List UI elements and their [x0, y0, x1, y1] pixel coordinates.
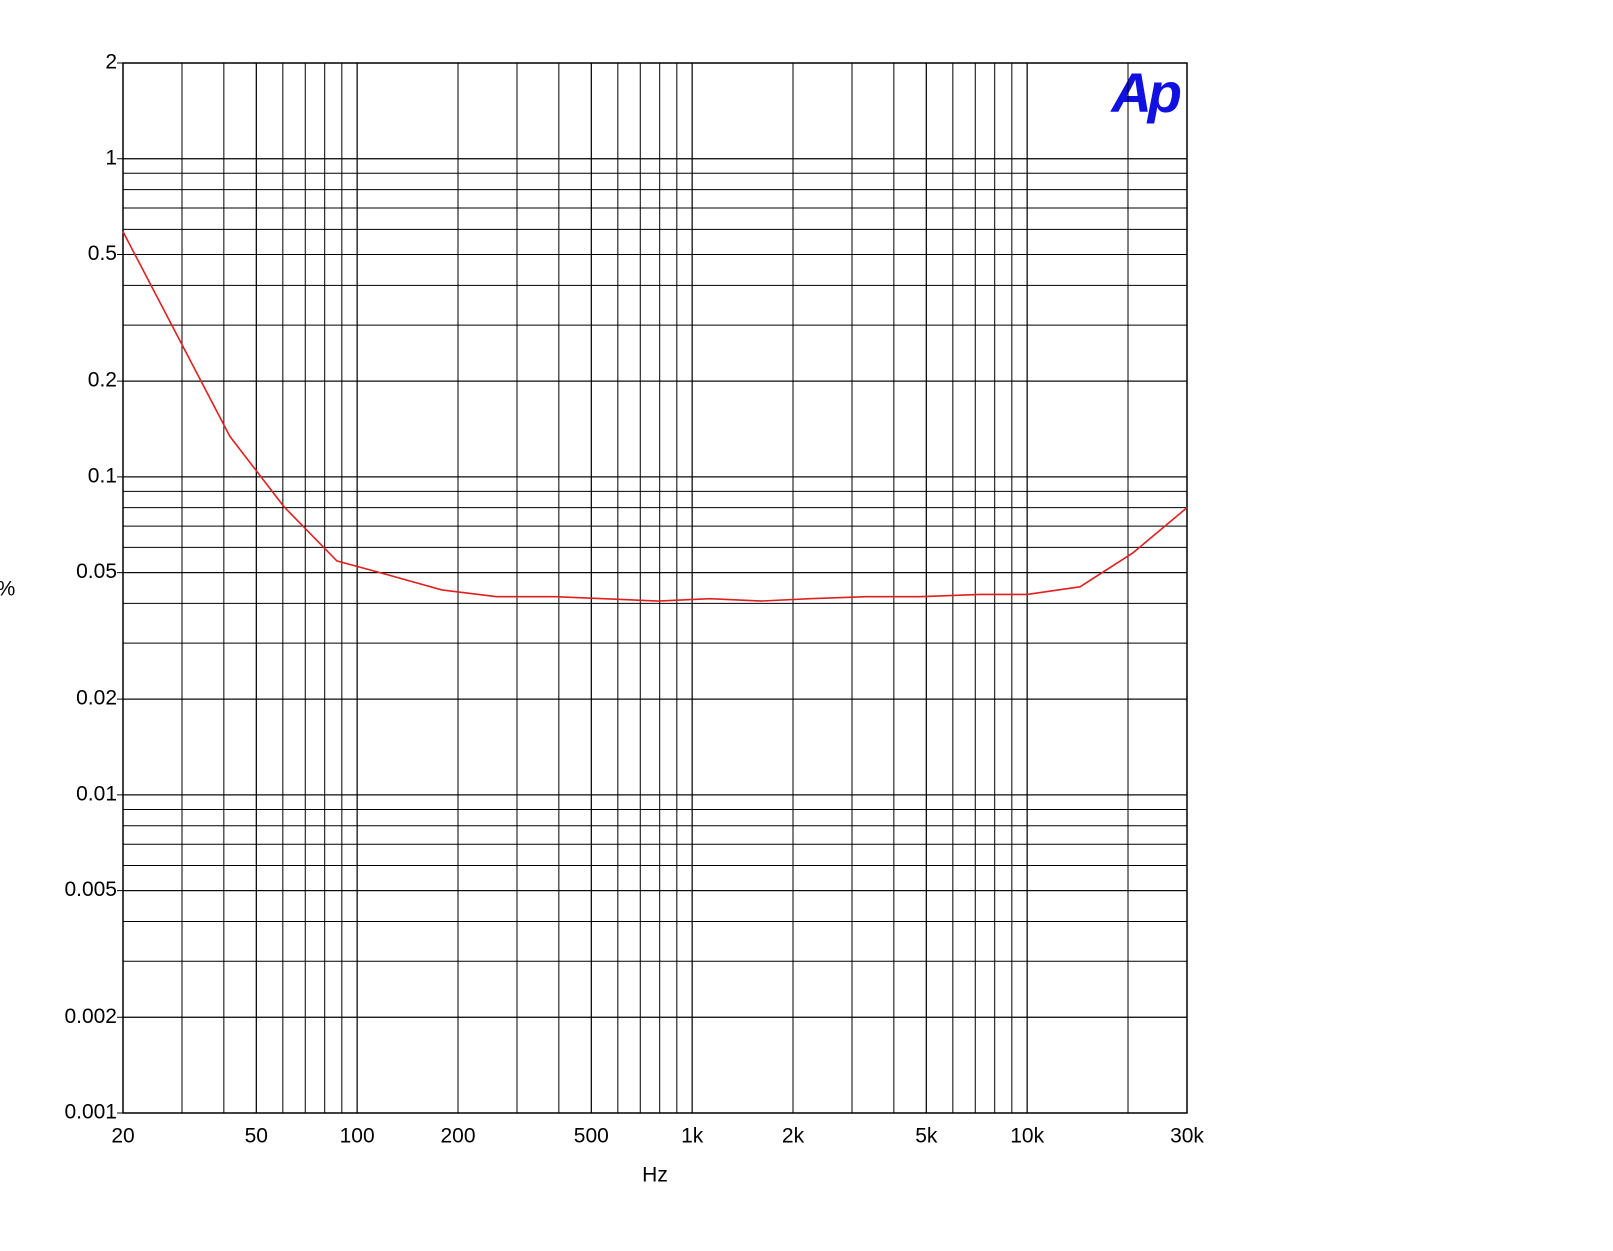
y-tick-label: 0.005 [64, 878, 117, 901]
y-tick-label: 0.02 [76, 687, 117, 710]
y-axis-label: % [0, 578, 15, 601]
x-tick-label: 10k [1010, 1125, 1044, 1148]
x-tick-label: 2k [782, 1125, 805, 1148]
x-tick-label: 20 [111, 1125, 134, 1148]
x-tick-label: 100 [340, 1125, 375, 1148]
x-tick-label: 30k [1170, 1125, 1204, 1148]
x-tick-label: 200 [440, 1125, 475, 1148]
logo: Ap [1109, 61, 1180, 124]
y-tick-label: 0.5 [88, 242, 117, 265]
y-tick-label: 0.1 [88, 464, 117, 487]
data-line [122, 231, 1188, 602]
y-tick-label: 1 [105, 146, 117, 169]
x-tick-label: 50 [245, 1125, 268, 1148]
y-tick-label: 0.01 [76, 782, 117, 805]
x-tick-label: 1k [681, 1125, 704, 1148]
plot-frame [122, 62, 1188, 1114]
y-tick-label: 0.05 [76, 560, 117, 583]
y-tick-label: 0.002 [64, 1005, 117, 1028]
x-tick-label: 500 [574, 1125, 609, 1148]
x-tick-label: 5k [915, 1125, 938, 1148]
y-tick-label: 0.001 [64, 1101, 117, 1124]
y-tick-label: 0.2 [88, 369, 117, 392]
x-axis-label: Hz [642, 1164, 668, 1187]
y-tick-label: 2 [105, 51, 117, 74]
